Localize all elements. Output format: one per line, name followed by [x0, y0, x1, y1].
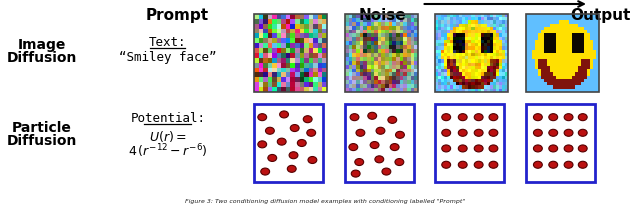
Ellipse shape — [390, 144, 399, 151]
Ellipse shape — [308, 156, 317, 164]
Text: Diffusion: Diffusion — [6, 51, 77, 65]
Ellipse shape — [474, 145, 483, 152]
Ellipse shape — [458, 129, 467, 136]
Ellipse shape — [564, 161, 573, 168]
Ellipse shape — [579, 114, 587, 121]
Ellipse shape — [356, 129, 365, 136]
Ellipse shape — [349, 144, 358, 151]
Ellipse shape — [489, 161, 498, 168]
Ellipse shape — [549, 161, 557, 168]
Ellipse shape — [549, 129, 557, 136]
Bar — [254, 104, 323, 182]
Bar — [526, 104, 595, 182]
Ellipse shape — [375, 156, 384, 163]
Bar — [254, 14, 327, 92]
Text: Potential:: Potential: — [131, 112, 205, 125]
Ellipse shape — [396, 131, 404, 138]
Text: Image: Image — [18, 38, 66, 52]
Ellipse shape — [258, 141, 267, 148]
Text: Text:: Text: — [149, 35, 186, 49]
Text: Output: Output — [570, 8, 631, 23]
Ellipse shape — [355, 159, 364, 165]
Ellipse shape — [395, 159, 404, 165]
Bar — [345, 14, 418, 92]
Ellipse shape — [579, 161, 587, 168]
Text: $U(r) =$: $U(r) =$ — [149, 129, 187, 143]
Ellipse shape — [474, 129, 483, 136]
Ellipse shape — [351, 170, 360, 177]
Ellipse shape — [474, 114, 483, 121]
Text: Diffusion: Diffusion — [6, 134, 77, 148]
Text: Particle: Particle — [12, 121, 72, 135]
Ellipse shape — [549, 114, 557, 121]
Text: Prompt: Prompt — [146, 8, 209, 23]
Text: Figure 3: Two conditioning diffusion model examples with conditioning labelled ": Figure 3: Two conditioning diffusion mod… — [185, 199, 465, 204]
Ellipse shape — [258, 114, 267, 121]
Bar — [435, 14, 508, 92]
Ellipse shape — [458, 114, 467, 121]
Ellipse shape — [280, 111, 289, 118]
Ellipse shape — [268, 155, 276, 161]
Ellipse shape — [442, 129, 451, 136]
Ellipse shape — [260, 168, 269, 175]
Bar — [345, 104, 413, 182]
Ellipse shape — [474, 161, 483, 168]
Ellipse shape — [564, 114, 573, 121]
Text: Noise: Noise — [358, 8, 406, 23]
Ellipse shape — [388, 116, 397, 123]
Ellipse shape — [534, 129, 542, 136]
Ellipse shape — [287, 165, 296, 172]
Ellipse shape — [370, 142, 379, 148]
Text: “Smiley face”: “Smiley face” — [119, 51, 216, 64]
Ellipse shape — [382, 168, 391, 175]
Ellipse shape — [489, 145, 498, 152]
Ellipse shape — [376, 127, 385, 134]
Ellipse shape — [350, 114, 359, 121]
Ellipse shape — [442, 114, 451, 121]
Ellipse shape — [534, 145, 542, 152]
Ellipse shape — [303, 116, 312, 123]
Ellipse shape — [534, 161, 542, 168]
Ellipse shape — [549, 145, 557, 152]
Ellipse shape — [266, 127, 275, 134]
Ellipse shape — [307, 129, 316, 136]
Ellipse shape — [489, 129, 498, 136]
Ellipse shape — [489, 114, 498, 121]
Ellipse shape — [289, 152, 298, 159]
Ellipse shape — [579, 145, 587, 152]
Ellipse shape — [442, 161, 451, 168]
Ellipse shape — [291, 125, 299, 131]
Ellipse shape — [442, 145, 451, 152]
Ellipse shape — [368, 112, 377, 119]
Ellipse shape — [579, 129, 587, 136]
Ellipse shape — [564, 145, 573, 152]
Ellipse shape — [534, 114, 542, 121]
Ellipse shape — [564, 129, 573, 136]
Ellipse shape — [458, 161, 467, 168]
Ellipse shape — [458, 145, 467, 152]
Bar — [526, 14, 598, 92]
Bar — [435, 104, 504, 182]
Ellipse shape — [277, 138, 286, 145]
Text: $4\,(r^{-12} - r^{-6})$: $4\,(r^{-12} - r^{-6})$ — [128, 142, 208, 160]
Ellipse shape — [298, 139, 306, 147]
